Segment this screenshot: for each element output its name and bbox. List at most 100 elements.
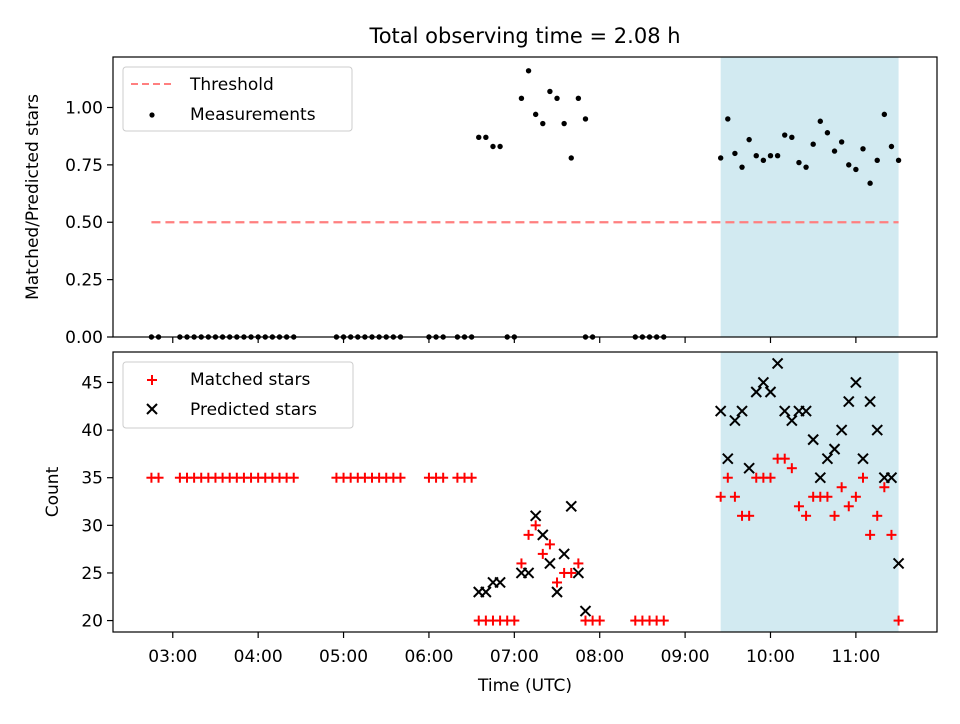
measurement-point (540, 120, 546, 127)
predicted-point (743, 462, 755, 474)
matched-point (793, 501, 804, 512)
matched-point (573, 558, 584, 569)
predicted-point (750, 386, 762, 398)
measurement-point (518, 95, 525, 102)
measurement-point (874, 157, 880, 163)
top-ytick-label-4: 1.00 (65, 98, 103, 118)
bottom-ytick-label-0: 20 (81, 612, 103, 632)
measurement-point (476, 134, 482, 141)
predicted-point (551, 586, 563, 598)
predicted-point (807, 433, 819, 446)
measurement-point (789, 134, 795, 141)
predicted-point (835, 424, 848, 436)
top-ytick-label-2: 0.50 (65, 213, 103, 233)
measurement-point (824, 130, 831, 136)
measurement-point (810, 141, 816, 147)
measurement-point (717, 155, 724, 161)
measurement-point (767, 152, 774, 159)
top-ytick-label-1: 0.25 (65, 271, 103, 291)
predicted-point (850, 376, 862, 389)
top-axes: 0.00 0.25 0.50 0.75 1.00 Matched/Predicted s… (23, 56, 938, 348)
matched-point (893, 615, 904, 626)
bottom-ytick-label-2: 30 (81, 516, 103, 536)
matched-point (822, 491, 833, 502)
predicted-point (494, 576, 506, 589)
matched-point (153, 472, 164, 483)
top-ytick-label-3: 0.75 (65, 156, 103, 176)
bottom-ytick-label-3: 35 (81, 469, 103, 489)
measurement-point (732, 150, 738, 157)
xtick-label-3: 06:00 (404, 647, 453, 667)
matched-point (516, 558, 527, 569)
predicted-point (764, 386, 777, 398)
legend-predicted-marker (146, 403, 158, 415)
matched-point (438, 472, 449, 483)
measurement-point (568, 155, 574, 161)
matched-point (537, 548, 548, 559)
matched-point (779, 453, 790, 464)
measurement-point (575, 95, 582, 102)
measurement-point (838, 139, 845, 145)
predicted-point (843, 395, 855, 408)
measurement-point (817, 118, 824, 124)
bottom-plot-frame (112, 351, 938, 633)
predicted-point (722, 452, 734, 465)
predicted-point (736, 405, 748, 417)
matched-point (829, 510, 840, 521)
legend-threshold-label: Threshold (189, 75, 274, 95)
matched-point (865, 529, 876, 540)
measurement-point (561, 120, 567, 127)
predicted-point (821, 452, 834, 465)
matched-point (552, 577, 563, 588)
predicted-point (757, 376, 770, 389)
matched-point (872, 510, 883, 521)
xtick-label-2: 05:00 (319, 647, 368, 667)
predicted-point (729, 414, 741, 427)
measurement-point (753, 152, 759, 159)
matched-point (395, 472, 406, 483)
predicted-point (779, 405, 791, 417)
measurement-point (554, 95, 560, 102)
matched-point (857, 472, 868, 483)
bottom-legend: Matched stars Predicted stars (122, 361, 354, 429)
predicted-point (857, 452, 869, 465)
measurement-point (483, 134, 489, 141)
predicted-point (864, 395, 876, 408)
measurement-point (760, 157, 767, 163)
top-legend: Threshold Measurements (122, 66, 353, 132)
predicted-point (529, 510, 542, 522)
matched-point (566, 567, 577, 578)
matched-point (544, 539, 555, 550)
legend-matched-label: Matched stars (190, 370, 310, 390)
legend-measurements-label: Measurements (190, 105, 316, 125)
measurement-point (582, 116, 589, 122)
matched-point (288, 472, 299, 483)
xtick-label-5: 08:00 (575, 647, 624, 667)
matched-point (836, 482, 847, 493)
top-ylabel: Matched/Predicted stars (23, 94, 43, 300)
measurement-point (796, 159, 802, 166)
predicted-point (892, 557, 905, 570)
predicted-point (480, 586, 492, 598)
matched-point (729, 491, 740, 502)
matched-point (658, 615, 669, 626)
bottom-axes: 20 25 30 35 40 45 03:00 04:00 05:00 06:00 07:00 08… (43, 351, 938, 696)
matched-point (722, 472, 733, 483)
measurement-point (803, 164, 809, 170)
measurement-point (881, 111, 888, 118)
measurement-point (532, 111, 539, 118)
measurement-point (525, 68, 532, 74)
measurement-point (774, 152, 781, 159)
legend-predicted-label: Predicted stars (190, 400, 317, 420)
predicted-point (565, 500, 577, 512)
matched-point (466, 472, 477, 483)
predicted-point (537, 529, 549, 541)
matched-point (509, 615, 520, 626)
legend-matched-marker (147, 375, 157, 385)
bottom-ytick-label-5: 45 (81, 373, 103, 393)
predicted-point (544, 557, 556, 570)
measurement-point (725, 116, 731, 122)
predicted-point (814, 472, 827, 484)
top-plot-frame (112, 56, 938, 338)
